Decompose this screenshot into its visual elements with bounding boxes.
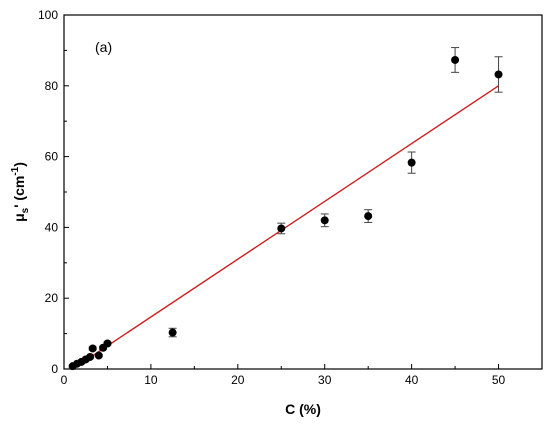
data-point — [451, 55, 460, 64]
x-tick-label: 20 — [231, 373, 245, 387]
x-tick-label: 40 — [405, 373, 419, 387]
data-point — [494, 70, 503, 79]
y-tick-label: 60 — [45, 150, 59, 164]
data-point — [277, 224, 286, 233]
x-tick-label: 50 — [492, 373, 506, 387]
y-axis-title-close: ) — [11, 162, 27, 167]
y-axis-title-main: μ — [11, 213, 27, 222]
y-axis-title-sub: s — [20, 207, 31, 213]
y-axis-title: μs' (cm-1) — [10, 162, 31, 222]
data-point — [168, 328, 177, 337]
y-axis-title-rest: ' (cm — [11, 176, 27, 208]
data-point — [86, 352, 95, 361]
x-tick-label: 30 — [318, 373, 332, 387]
y-axis: 0 20 40 60 80 100 — [38, 8, 69, 376]
fit-line — [72, 85, 499, 370]
x-tick-label: 10 — [144, 373, 158, 387]
data-point — [407, 158, 416, 167]
data-point — [320, 216, 329, 225]
fit-line-layer — [72, 85, 499, 370]
y-tick-label: 80 — [45, 79, 59, 93]
y-tick-label: 40 — [45, 220, 59, 234]
data-point — [94, 351, 103, 360]
data-point — [88, 344, 97, 353]
y-axis-title-sup: -1 — [10, 166, 21, 175]
x-tick-label: 0 — [61, 373, 68, 387]
data-points — [68, 47, 503, 371]
y-tick-label: 0 — [51, 362, 58, 376]
plot-frame — [63, 14, 543, 370]
y-tick-label: 100 — [38, 8, 58, 22]
panel-label: (a) — [95, 39, 112, 55]
x-axis-title: C (%) — [285, 401, 321, 417]
data-point — [103, 339, 112, 348]
y-tick-label: 20 — [45, 291, 59, 305]
data-point — [364, 212, 373, 221]
x-axis: 0 10 20 30 40 50 — [61, 364, 506, 387]
